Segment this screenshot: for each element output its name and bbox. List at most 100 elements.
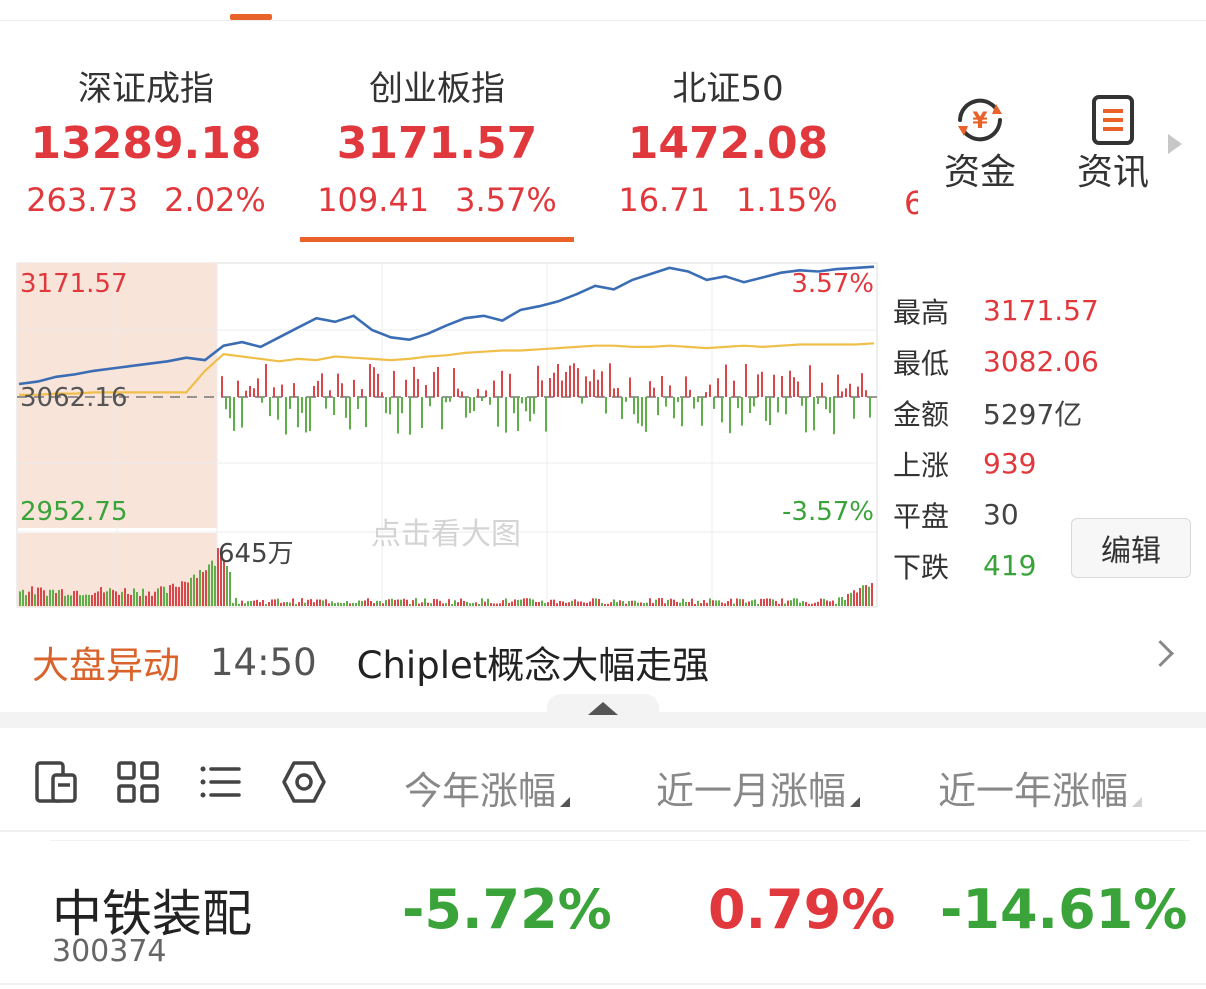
- flow-bar: [617, 387, 619, 397]
- flow-bar: [653, 387, 655, 397]
- volume-bar: [208, 564, 210, 606]
- card-view-icon[interactable]: [28, 754, 84, 810]
- flow-bar: [449, 397, 451, 402]
- index-chinext[interactable]: 创业板指 3171.57 109.41 3.57%: [292, 66, 582, 220]
- selected-index-underline: [300, 237, 574, 242]
- stat-value: 30: [983, 498, 1019, 531]
- volume-bar: [634, 600, 636, 606]
- volume-bar: [94, 592, 96, 606]
- flow-bar: [833, 397, 835, 435]
- flow-bar: [697, 397, 699, 403]
- volume-bar: [568, 602, 570, 606]
- volume-bar: [430, 603, 432, 606]
- volume-bar: [40, 587, 42, 606]
- flow-bar: [357, 397, 359, 410]
- volume-bar: [556, 603, 558, 606]
- volume-bar: [814, 602, 816, 606]
- settings-icon[interactable]: [276, 754, 332, 810]
- volume-bar: [748, 601, 750, 606]
- index-bse50[interactable]: 北证50 1472.08 16.71 1.15%: [583, 66, 873, 220]
- more-arrow-icon[interactable]: [1168, 134, 1182, 154]
- chevron-up-icon[interactable]: [588, 702, 618, 715]
- flow-bar: [373, 367, 375, 397]
- ytd-change: -5.72%: [402, 878, 612, 941]
- volume-bar: [283, 602, 285, 606]
- column-header-1y[interactable]: 近一年涨幅: [938, 760, 1143, 815]
- volume-bar: [601, 602, 603, 606]
- volume-bar: [340, 603, 342, 606]
- volume-bar: [829, 601, 831, 606]
- year-change: -14.61%: [940, 878, 1188, 941]
- volume-bar: [580, 601, 582, 606]
- flow-bar: [221, 376, 223, 397]
- volume-bar: [673, 599, 675, 606]
- stat-value: 419: [983, 549, 1037, 582]
- news-button[interactable]: 资讯: [1058, 90, 1168, 196]
- volume-bar: [703, 600, 705, 606]
- volume-bar: [106, 591, 108, 606]
- volume-bar: [64, 595, 66, 606]
- index-shenzhen-component[interactable]: 深证成指 13289.18 263.73 2.02%: [1, 66, 291, 220]
- volume-bar: [85, 594, 87, 606]
- flow-bar: [333, 397, 335, 416]
- alert-tag: 大盘异动: [32, 644, 180, 687]
- volume-bar: [109, 588, 111, 606]
- flow-bar: [497, 397, 499, 427]
- volume-bar: [289, 602, 291, 606]
- volume-bar: [790, 600, 792, 606]
- top-divider: [0, 20, 1206, 21]
- volume-bar: [250, 601, 252, 606]
- volume-bar: [358, 600, 360, 606]
- flow-bar: [349, 397, 351, 430]
- flow-bar: [501, 370, 503, 397]
- volume-bar: [658, 598, 660, 606]
- volume-bar: [472, 602, 474, 606]
- flow-bar: [557, 363, 559, 397]
- volume-bar: [502, 600, 504, 606]
- stat-label: 金额: [893, 397, 950, 431]
- flow-bar: [665, 397, 667, 407]
- volume-bar: [220, 554, 222, 606]
- stat-label: 下跌: [893, 550, 950, 584]
- flow-bar: [509, 373, 511, 397]
- volume-bar: [271, 599, 273, 606]
- volume-bar: [727, 601, 729, 606]
- volume-bar: [130, 594, 132, 606]
- volume-bar: [625, 603, 627, 606]
- column-header-1m[interactable]: 近一月涨幅: [656, 760, 861, 815]
- volume-bar: [628, 601, 630, 606]
- flow-bar: [429, 397, 431, 407]
- flow-bar: [525, 397, 527, 412]
- flow-bar: [473, 397, 475, 412]
- market-alert-bar[interactable]: 大盘异动 14:50 Chiplet概念大幅走强: [0, 630, 1206, 694]
- volume-bar: [214, 565, 216, 606]
- volume-bar: [439, 600, 441, 606]
- list-view-icon[interactable]: [192, 754, 248, 810]
- volume-bar: [427, 602, 429, 606]
- volume-bar: [796, 598, 798, 606]
- flow-bar: [417, 378, 419, 397]
- flow-bar: [441, 397, 443, 430]
- capital-flow-button[interactable]: ¥ 资金: [925, 90, 1035, 196]
- table-row[interactable]: 中铁装配 300374 -5.72% 0.79% -14.61%: [0, 852, 1206, 982]
- edit-button[interactable]: 编辑: [1071, 518, 1191, 578]
- flow-bar: [769, 397, 771, 426]
- volume-bar: [832, 600, 834, 606]
- volume-bar: [787, 600, 789, 606]
- news-icon: [1058, 90, 1168, 150]
- flow-bar: [569, 365, 571, 397]
- volume-bar: [670, 598, 672, 606]
- column-header-ytd[interactable]: 今年涨幅: [404, 760, 571, 815]
- stat-label: 最高: [893, 295, 950, 329]
- volume-bar: [142, 588, 144, 606]
- volume-bar: [535, 601, 537, 606]
- index-name: 深证成指: [78, 69, 214, 109]
- flow-bar: [685, 376, 687, 397]
- intraday-chart[interactable]: 3171.57 3062.16 2952.75 3.57% -3.57% 645…: [16, 262, 878, 608]
- yuan-flow-icon: ¥: [925, 90, 1035, 150]
- flow-bar: [641, 397, 643, 427]
- grid-view-icon[interactable]: [110, 754, 166, 810]
- volume-bar: [403, 598, 405, 606]
- volume-bar: [313, 602, 315, 606]
- flow-bar: [425, 385, 427, 397]
